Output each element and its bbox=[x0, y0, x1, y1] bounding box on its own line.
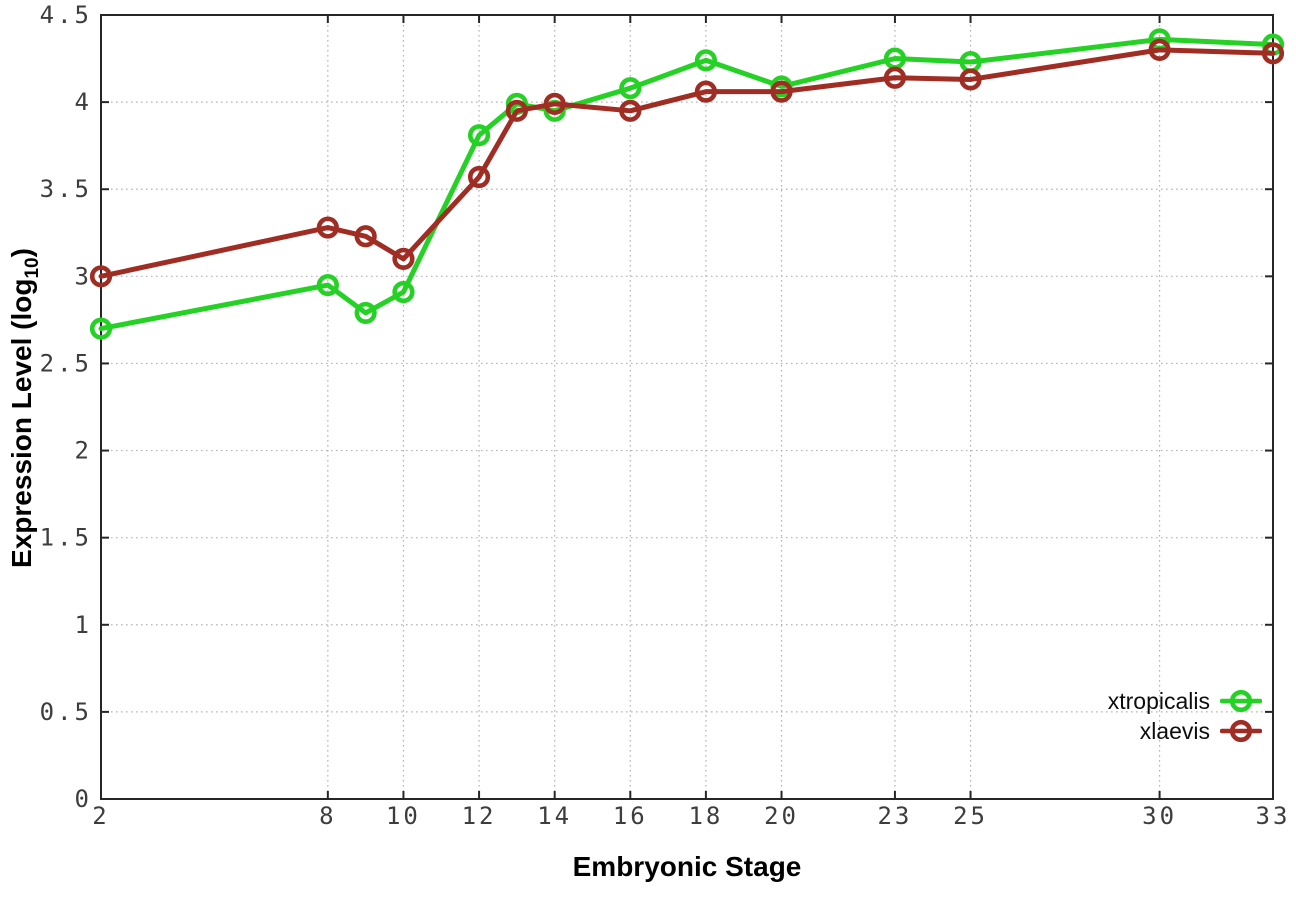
data-point-xlaevis bbox=[392, 247, 415, 271]
x-tick-label: 8 bbox=[319, 802, 336, 830]
data-point-xlaevis bbox=[505, 99, 528, 122]
data-point-xlaevis bbox=[354, 225, 377, 248]
x-tick-label: 16 bbox=[613, 802, 648, 830]
y-tick-label: 3.5 bbox=[40, 175, 92, 203]
x-tick-label: 23 bbox=[877, 802, 912, 830]
y-tick-label: 4 bbox=[75, 88, 92, 116]
y-tick-label: 1 bbox=[75, 611, 92, 639]
legend-label-xlaevis: xlaevis bbox=[1139, 718, 1210, 744]
data-point-xlaevis bbox=[316, 216, 339, 239]
y-axis-title: Expression Level (log10) bbox=[6, 248, 44, 568]
data-point-xtropicalis bbox=[694, 49, 718, 72]
data-point-xlaevis bbox=[959, 68, 982, 91]
data-point-xlaevis bbox=[694, 80, 718, 103]
series-line-xtropicalis bbox=[98, 36, 1276, 332]
y-tick-label: 2.5 bbox=[40, 349, 92, 377]
y-tick-label: 0 bbox=[75, 785, 92, 813]
y-tick-label: 1.5 bbox=[40, 524, 92, 552]
x-tick-label: 20 bbox=[764, 802, 799, 830]
legend-entry-xtropicalis: xtropicalis bbox=[1108, 686, 1262, 716]
y-tick-label: 0.5 bbox=[40, 698, 92, 726]
data-point-xtropicalis bbox=[316, 273, 339, 297]
y-axis-title-text: Expression Level (log bbox=[6, 278, 37, 568]
data-point-xlaevis bbox=[1261, 42, 1285, 65]
data-point-xtropicalis bbox=[354, 301, 377, 325]
y-tick-label: 2 bbox=[75, 437, 92, 465]
legend-entry-xlaevis: xlaevis bbox=[1108, 716, 1262, 746]
y-axis-title-suffix: ) bbox=[6, 248, 37, 258]
data-point-xtropicalis bbox=[467, 124, 491, 147]
legend-label-xtropicalis: xtropicalis bbox=[1107, 688, 1210, 714]
x-tick-label: 18 bbox=[688, 802, 723, 830]
x-tick-label: 10 bbox=[386, 802, 421, 830]
data-point-xlaevis bbox=[619, 99, 642, 122]
x-tick-label: 2 bbox=[92, 802, 109, 830]
x-tick-label: 33 bbox=[1256, 802, 1291, 830]
y-tick-label: 3 bbox=[75, 262, 92, 290]
data-point-xlaevis bbox=[89, 265, 113, 288]
legend-marker-icon-xlaevis bbox=[1220, 719, 1262, 743]
y-axis-title-subscript: 10 bbox=[22, 257, 43, 279]
data-point-xlaevis bbox=[1148, 38, 1171, 61]
data-point-xtropicalis bbox=[619, 77, 642, 100]
x-tick-label: 25 bbox=[953, 802, 988, 830]
data-point-xlaevis bbox=[770, 80, 793, 103]
data-point-xtropicalis bbox=[89, 317, 113, 340]
series-line-xlaevis bbox=[98, 47, 1276, 279]
data-point-xlaevis bbox=[543, 92, 566, 115]
legend: xtropicalis xlaevis bbox=[1108, 686, 1262, 746]
y-tick-label: 4.5 bbox=[40, 1, 92, 29]
data-point-xtropicalis bbox=[392, 280, 415, 304]
data-point-xlaevis bbox=[467, 165, 491, 189]
x-tick-label: 12 bbox=[462, 802, 497, 830]
data-point-xlaevis bbox=[883, 66, 907, 89]
x-axis-title: Embryonic Stage bbox=[572, 851, 802, 882]
x-tick-label: 14 bbox=[537, 802, 572, 830]
plot-border bbox=[100, 14, 1274, 800]
x-tick-label: 30 bbox=[1142, 802, 1177, 830]
legend-marker-icon-xtropicalis bbox=[1220, 689, 1262, 713]
